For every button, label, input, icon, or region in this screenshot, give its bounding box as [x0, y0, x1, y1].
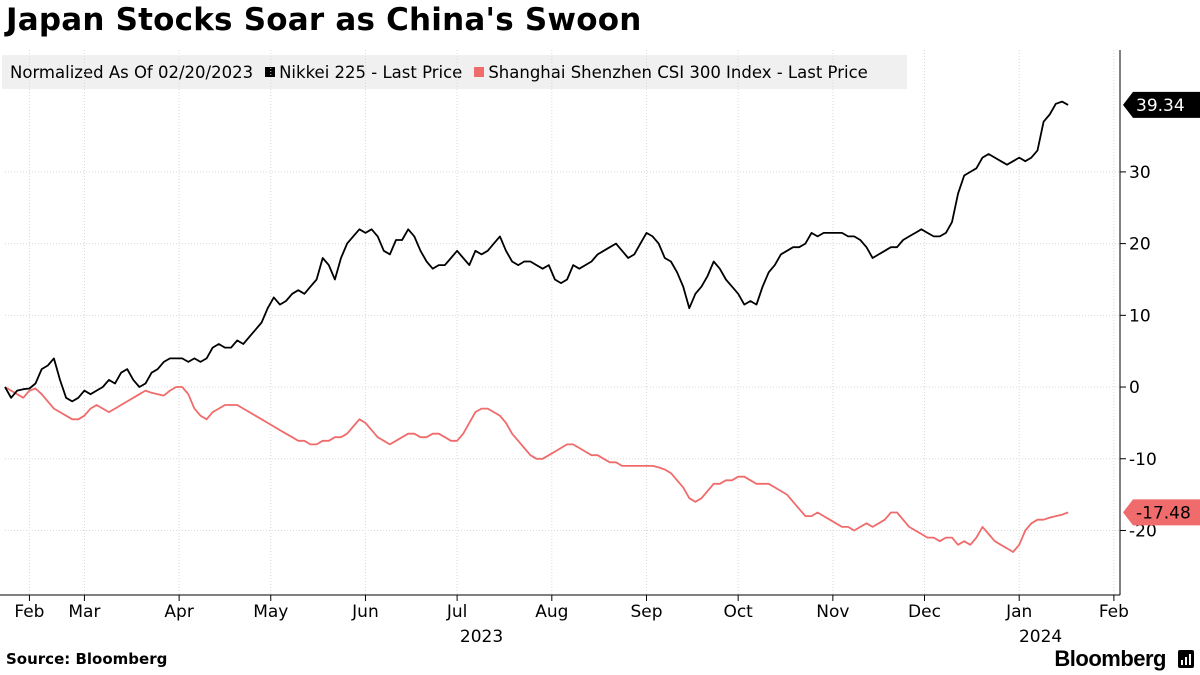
x-tick-label: Oct — [723, 602, 753, 622]
last-value-badge-nikkei — [1123, 91, 1200, 118]
x-tick-label: Sep — [630, 602, 662, 622]
source-note: Source: Bloomberg — [6, 650, 168, 668]
series-line-nikkei — [4, 100, 1069, 403]
x-tick-label: Jan — [1005, 602, 1032, 622]
y-tick-label: 20 — [1129, 235, 1151, 255]
last-value-label-nikkei: 39.34 — [1136, 96, 1185, 116]
series-lines — [4, 100, 1069, 553]
x-tick-label: Feb — [14, 602, 44, 622]
x-tick-label: Nov — [816, 602, 849, 622]
last-value-badge-csi300 — [1123, 499, 1200, 526]
legend-item-nikkei: Nikkei 225 - Last Price — [265, 63, 462, 82]
year-label: 2024 — [1019, 627, 1062, 647]
y-tick-label: 0 — [1129, 378, 1140, 398]
x-tick-label: Feb — [1099, 602, 1129, 622]
y-tick-label: -10 — [1129, 450, 1157, 470]
x-tick-label: Aug — [535, 602, 568, 622]
last-value-badges: 39.34 -17.48 — [1123, 91, 1200, 526]
axis-labels: 30 20 10 0 -10 -20 Feb Mar Apr May Jun Jul Aug Sep Oct… — [14, 163, 1156, 647]
legend-item-csi300: Shanghai Shenzhen CSI 300 Index - Last P… — [474, 62, 868, 82]
legend-label-nikkei: Nikkei 225 - Last Price — [279, 62, 463, 82]
y-tick-label: 30 — [1129, 163, 1151, 183]
x-tick-label: Dec — [908, 602, 941, 622]
x-tick-label: Apr — [164, 602, 193, 622]
y-tick-label: 10 — [1129, 306, 1151, 326]
axes — [0, 50, 1126, 601]
year-label: 2023 — [460, 627, 503, 647]
y-tick-label: -20 — [1129, 521, 1157, 541]
series-line-csi300 — [4, 386, 1069, 553]
grid-lines — [5, 50, 1120, 595]
x-tick-label: Jun — [351, 602, 379, 622]
x-tick-label: Mar — [68, 602, 100, 622]
legend-normalized-note: Normalized As Of 02/20/2023 — [10, 63, 253, 82]
legend-swatch-csi300 — [474, 67, 485, 77]
legend-swatch-nikkei — [265, 67, 276, 77]
x-tick-label: Jul — [446, 602, 468, 622]
bloomberg-logo: Bloomberg — [1054, 646, 1166, 671]
legend-label-csi300: Shanghai Shenzhen CSI 300 Index - Last P… — [488, 62, 868, 82]
last-value-label-csi300: -17.48 — [1136, 503, 1191, 523]
bloomberg-terminal-icon — [1178, 650, 1194, 668]
legend-note-label: Normalized As Of 02/20/2023 — [10, 62, 254, 82]
legend-bar: Normalized As Of 02/20/2023 Nikkei 225 -… — [2, 55, 907, 89]
x-tick-label: May — [253, 602, 288, 622]
chart-title: Japan Stocks Soar as China's Swoon — [6, 2, 642, 38]
